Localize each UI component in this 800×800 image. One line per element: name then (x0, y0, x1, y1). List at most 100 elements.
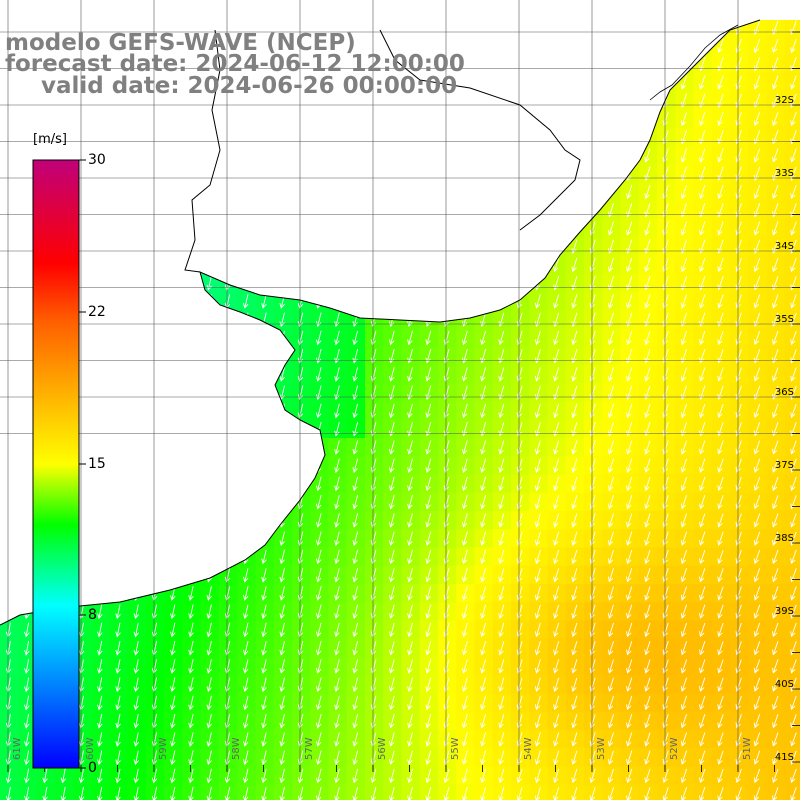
wind-arrow (407, 549, 413, 565)
wind-arrow (680, 604, 688, 619)
wind-arrow (315, 640, 322, 656)
wind-arrow (626, 622, 633, 638)
wind-arrow (461, 403, 468, 419)
wind-arrow (352, 440, 359, 455)
wind-arrow (644, 221, 651, 236)
wind-arrow (97, 622, 103, 638)
wind-arrow (352, 732, 359, 747)
wind-arrow (644, 403, 651, 419)
wind-arrow (334, 330, 340, 346)
wind-arrow (607, 294, 614, 309)
wind-arrow (480, 750, 487, 766)
wind-arrow (571, 732, 578, 747)
wind-arrow (607, 549, 614, 565)
wind-arrow (717, 732, 724, 747)
wind-arrow (133, 604, 140, 620)
lon-label: 58W (231, 737, 242, 760)
wind-arrow (735, 458, 742, 473)
wind-arrow (717, 294, 724, 309)
wind-arrow (644, 294, 651, 309)
wind-arrow (607, 221, 614, 236)
wind-arrow (534, 641, 541, 656)
wind-arrow (644, 257, 651, 273)
wind-arrow (699, 604, 706, 619)
wind-arrow (753, 294, 761, 309)
wind-arrow (662, 641, 669, 656)
wind-arrow (498, 568, 505, 583)
wind-arrow (425, 458, 432, 474)
wind-arrow (534, 513, 541, 528)
wind-arrow (261, 659, 267, 674)
wind-arrow (206, 713, 212, 729)
wind-arrow (607, 604, 614, 619)
wind-arrow (498, 750, 505, 765)
wind-arrow (644, 604, 651, 619)
wind-arrow (534, 750, 541, 765)
wind-arrow (407, 476, 413, 492)
wind-arrow (717, 549, 724, 565)
wind-arrow (662, 549, 669, 565)
wind-arrow (407, 622, 413, 638)
lon-label: 56W (377, 737, 388, 760)
wind-arrow (553, 531, 560, 546)
wind-cell (784, 711, 800, 731)
wind-arrow (644, 659, 651, 674)
wind-cell (784, 328, 800, 348)
wind-arrow (170, 677, 176, 693)
wind-arrow (461, 586, 468, 601)
wind-arrow (24, 622, 30, 638)
wind-arrow (352, 750, 359, 766)
wind-arrow (717, 440, 724, 455)
wind-arrow (24, 695, 30, 711)
wind-arrow (425, 440, 432, 455)
wind-arrow (753, 221, 761, 236)
wind-arrow (717, 75, 724, 90)
wind-arrow (753, 111, 761, 127)
wind-arrow (334, 403, 340, 419)
wind-arrow (498, 403, 505, 419)
wind-arrow (407, 604, 413, 619)
wind-arrow (170, 732, 176, 747)
wind-arrow (407, 330, 413, 346)
wind-arrow (498, 495, 505, 510)
wind-arrow (407, 677, 413, 692)
wind-arrow (261, 750, 267, 766)
wind-arrow (425, 403, 432, 419)
wind-arrow (534, 604, 541, 619)
wind-arrow (334, 586, 340, 601)
wind-arrow (662, 257, 669, 273)
wind-arrow (753, 75, 761, 90)
wind-arrow (315, 750, 322, 766)
wind-arrow (735, 221, 742, 236)
wind-arrow (772, 549, 779, 565)
wind-arrow (607, 641, 614, 656)
wind-arrow (571, 641, 578, 656)
wind-arrow (571, 568, 578, 583)
wind-arrow (680, 257, 688, 273)
wind-arrow (662, 622, 669, 638)
wind-arrow (699, 531, 706, 546)
wind-arrow (480, 330, 487, 346)
wind-arrow (315, 586, 322, 601)
wind-arrow (753, 604, 761, 619)
wind-arrow (571, 458, 578, 473)
lat-label: 32S (774, 95, 794, 106)
wind-arrow (553, 367, 560, 382)
wind-arrow (772, 531, 779, 546)
wind-arrow (407, 732, 413, 747)
wind-arrow (498, 604, 505, 619)
wind-arrow (717, 568, 724, 583)
wind-arrow (644, 495, 651, 510)
wind-arrow (315, 677, 322, 693)
wind-arrow (553, 659, 560, 674)
wind-arrow (553, 495, 560, 510)
wind-arrow (680, 221, 688, 236)
wind-arrow (407, 640, 413, 656)
wind-arrow (133, 732, 140, 747)
wind-arrow (644, 586, 651, 601)
wind-arrow (461, 640, 468, 656)
wind-arrow (498, 732, 505, 747)
wind-arrow (699, 221, 706, 236)
wind-arrow (334, 604, 340, 620)
wind-arrow (407, 531, 413, 546)
